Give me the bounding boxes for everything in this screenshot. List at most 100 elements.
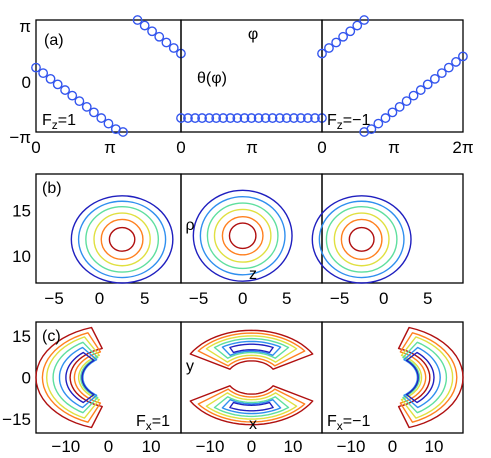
contour-line <box>41 332 102 423</box>
x-tick-label: 0 <box>388 437 397 456</box>
contour-line <box>189 385 314 426</box>
data-point <box>338 31 348 42</box>
data-point <box>324 43 334 53</box>
data-point <box>274 113 285 123</box>
x-tick-label: −5 <box>189 289 208 308</box>
y-tick-label: π <box>19 17 31 36</box>
data-point <box>267 113 278 123</box>
data-point <box>74 96 85 107</box>
contour-line <box>402 341 448 414</box>
x-tick-label: 5 <box>140 289 149 308</box>
contour-line <box>192 189 293 282</box>
data-point <box>132 15 143 25</box>
data-point <box>38 68 49 79</box>
data-point <box>359 15 370 25</box>
axes-frame <box>321 173 464 284</box>
data-point <box>366 124 377 135</box>
annotation-fz1: Fz=1 <box>42 112 76 132</box>
data-point <box>218 113 229 123</box>
x-tick-label: π <box>104 138 116 157</box>
contour-line <box>206 202 279 270</box>
x-tick-label: 0 <box>247 437 256 456</box>
x-tick-label: 0 <box>176 138 185 157</box>
contour-line <box>229 343 274 354</box>
data-point <box>288 113 299 123</box>
contour-line <box>199 196 286 276</box>
data-point <box>408 90 419 101</box>
x-tick-label: 2π <box>452 138 473 157</box>
contour-line <box>340 218 383 261</box>
x-tick-label: −10 <box>337 437 366 456</box>
contour-line <box>52 341 99 414</box>
x-tick-label: π <box>246 138 258 157</box>
data-point <box>204 113 215 123</box>
x-tick-label: 0 <box>379 289 388 308</box>
panel-label: (a) <box>44 32 64 49</box>
data-point <box>31 62 41 73</box>
annotation-fx1: Fx=1 <box>136 413 170 433</box>
contour-line <box>189 329 314 370</box>
data-point <box>260 113 271 123</box>
y-tick-label: 0 <box>22 369 31 388</box>
x-tick-label: 10 <box>284 437 303 456</box>
contour-line <box>35 326 103 429</box>
contour-line <box>229 401 274 412</box>
x-tick-label: 5 <box>282 289 291 308</box>
data-point <box>380 113 391 123</box>
contour-line <box>221 399 282 415</box>
contour-line <box>397 326 464 429</box>
data-point <box>302 113 313 123</box>
data-point <box>310 113 320 123</box>
data-point <box>197 113 207 123</box>
contour-line <box>399 332 458 423</box>
contour-line <box>205 335 298 363</box>
contour-line <box>197 388 306 423</box>
x-tick-label: π <box>388 138 400 157</box>
contour-line <box>318 200 405 279</box>
x-tick-label: 10 <box>142 437 161 456</box>
contour-line <box>400 336 454 419</box>
contour-line <box>213 396 290 418</box>
annotation-y: y <box>186 358 194 375</box>
data-point <box>239 113 250 123</box>
annotation-fzm1: Fz=−1 <box>327 112 370 132</box>
panel-label: (b) <box>42 180 62 197</box>
data-point <box>147 26 157 37</box>
data-point <box>443 62 454 73</box>
data-point <box>176 113 186 123</box>
annotation-x: x <box>249 416 257 433</box>
annotation-fxm1: Fx=−1 <box>327 413 370 433</box>
contour-line <box>205 392 298 420</box>
data-point <box>161 37 172 48</box>
data-point <box>183 113 193 123</box>
y-tick-label: 10 <box>12 247 31 266</box>
data-point <box>190 113 201 123</box>
data-point <box>317 48 327 59</box>
contour-line <box>108 226 136 252</box>
data-point <box>422 79 433 90</box>
data-point <box>103 118 114 129</box>
y-tick-label: −π <box>9 128 31 147</box>
contour-line <box>333 212 390 267</box>
data-point <box>331 37 342 48</box>
data-point <box>45 73 56 84</box>
data-point <box>246 113 257 123</box>
x-tick-label: 5 <box>423 289 432 308</box>
data-point <box>139 20 150 31</box>
data-point <box>394 101 405 112</box>
data-point <box>458 51 468 62</box>
contour-line <box>70 195 174 284</box>
contour-line <box>348 226 375 252</box>
data-point <box>451 57 461 67</box>
contour-line <box>213 337 290 359</box>
y-tick-label: −15 <box>2 410 31 429</box>
x-tick-label: −10 <box>51 437 80 456</box>
y-tick-label: 0 <box>22 73 31 92</box>
data-point <box>118 127 128 137</box>
data-point <box>67 90 78 101</box>
data-point <box>352 20 363 31</box>
data-point <box>89 107 99 118</box>
x-tick-label: −10 <box>196 437 225 456</box>
